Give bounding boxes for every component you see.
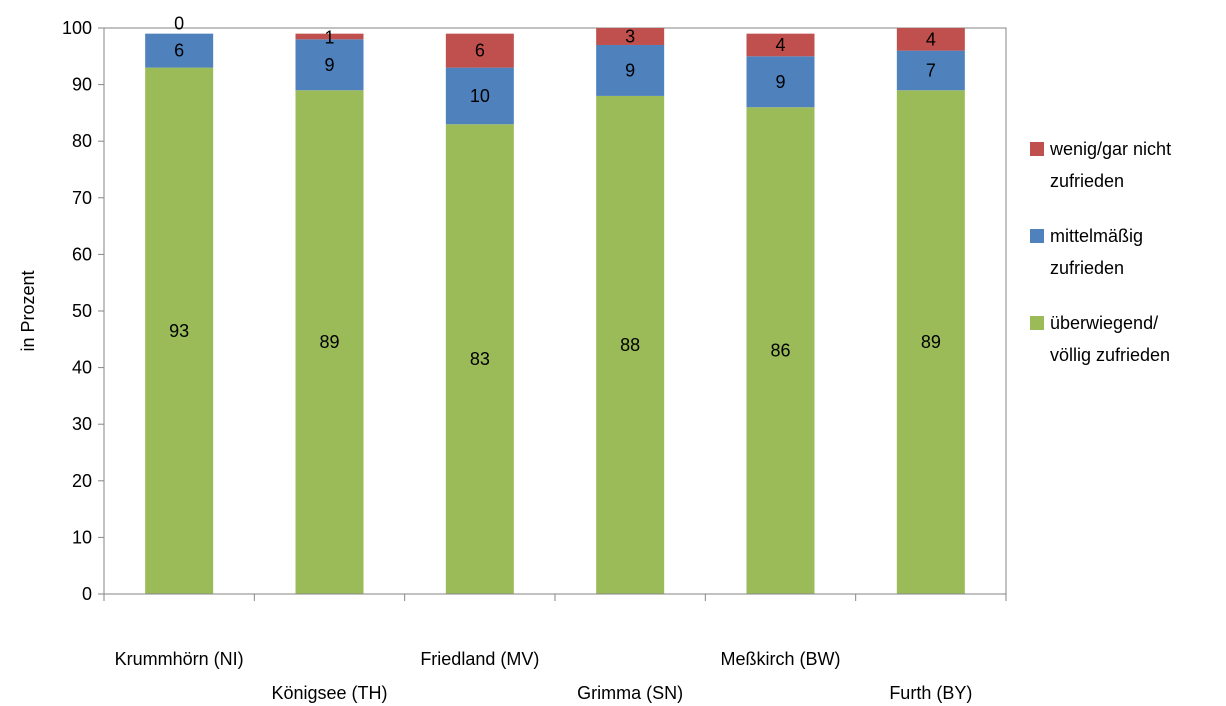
data-label: 6 [475,41,485,61]
data-label: 4 [926,29,936,49]
y-tick-label: 30 [72,414,92,434]
bar-segment [445,124,514,594]
legend-label: zufrieden [1050,258,1124,278]
data-label: 7 [926,60,936,80]
data-label: 89 [921,332,941,352]
legend-swatch [1030,316,1044,330]
y-axis-label: in Prozent [18,270,38,351]
legend-label: zufrieden [1050,171,1124,191]
y-tick-label: 50 [72,301,92,321]
bar-segment [746,56,815,108]
bar-segment [746,33,815,57]
bar-segment [295,90,364,594]
x-category-label: Furth (BY) [889,683,972,703]
data-label: 10 [470,86,490,106]
data-label: 9 [775,72,785,92]
plot-border [103,27,1007,595]
data-label: 83 [470,349,490,369]
bar-segment [596,44,665,96]
y-tick-label: 40 [72,358,92,378]
legend-label: mittelmäßig [1050,226,1143,246]
data-label: 9 [625,60,635,80]
y-tick-label: 90 [72,75,92,95]
legend: wenig/gar nicht zufrieden mittelmäßig zufri… [1030,139,1171,365]
plot-area [103,27,1007,595]
bar-segment [145,67,214,595]
data-label: 88 [620,335,640,355]
bar-segment [596,95,665,595]
bar-segment [295,39,364,91]
data-label: 4 [775,35,785,55]
x-category-label: Krummhörn (NI) [115,649,244,669]
data-label: 3 [625,26,635,46]
bar-segment [596,28,665,45]
legend-label: überwiegend/ [1050,313,1158,333]
legend-label: völlig zufrieden [1050,345,1170,365]
x-category-label: Friedland (MV) [420,649,539,669]
y-tick-label: 10 [72,527,92,547]
bar-segment [896,50,965,91]
bar-segment [445,33,514,68]
legend-label: wenig/gar nicht [1049,139,1171,159]
bar-segment [145,33,214,68]
data-label: 6 [174,41,184,61]
legend-swatch [1030,229,1044,243]
bars [145,28,965,595]
y-tick-label: 70 [72,188,92,208]
bar-segment [896,28,965,51]
data-label: 86 [770,341,790,361]
data-label: 9 [324,55,334,75]
x-category-label: Grimma (SN) [577,683,683,703]
data-label: 93 [169,321,189,341]
bar-segment [295,33,364,40]
x-category-label: Meßkirch (BW) [721,649,841,669]
y-tick-label: 100 [62,18,92,38]
y-tick-label: 60 [72,244,92,264]
x-axis: Krummhörn (NI) Königsee (TH) Friedland (MV… [103,593,1007,703]
data-label: 0 [174,14,184,34]
y-tick-label: 80 [72,131,92,151]
legend-swatch [1030,142,1044,156]
bar-segment [746,107,815,595]
y-tick-label: 20 [72,471,92,491]
bar-segment [445,67,514,125]
bar-segment [896,90,965,594]
data-label: 1 [324,28,334,48]
y-axis: 0 10 20 30 40 50 60 70 80 90 100 [62,18,105,604]
x-category-label: Königsee (TH) [271,683,387,703]
y-tick-label: 0 [82,584,92,604]
data-label: 89 [319,332,339,352]
